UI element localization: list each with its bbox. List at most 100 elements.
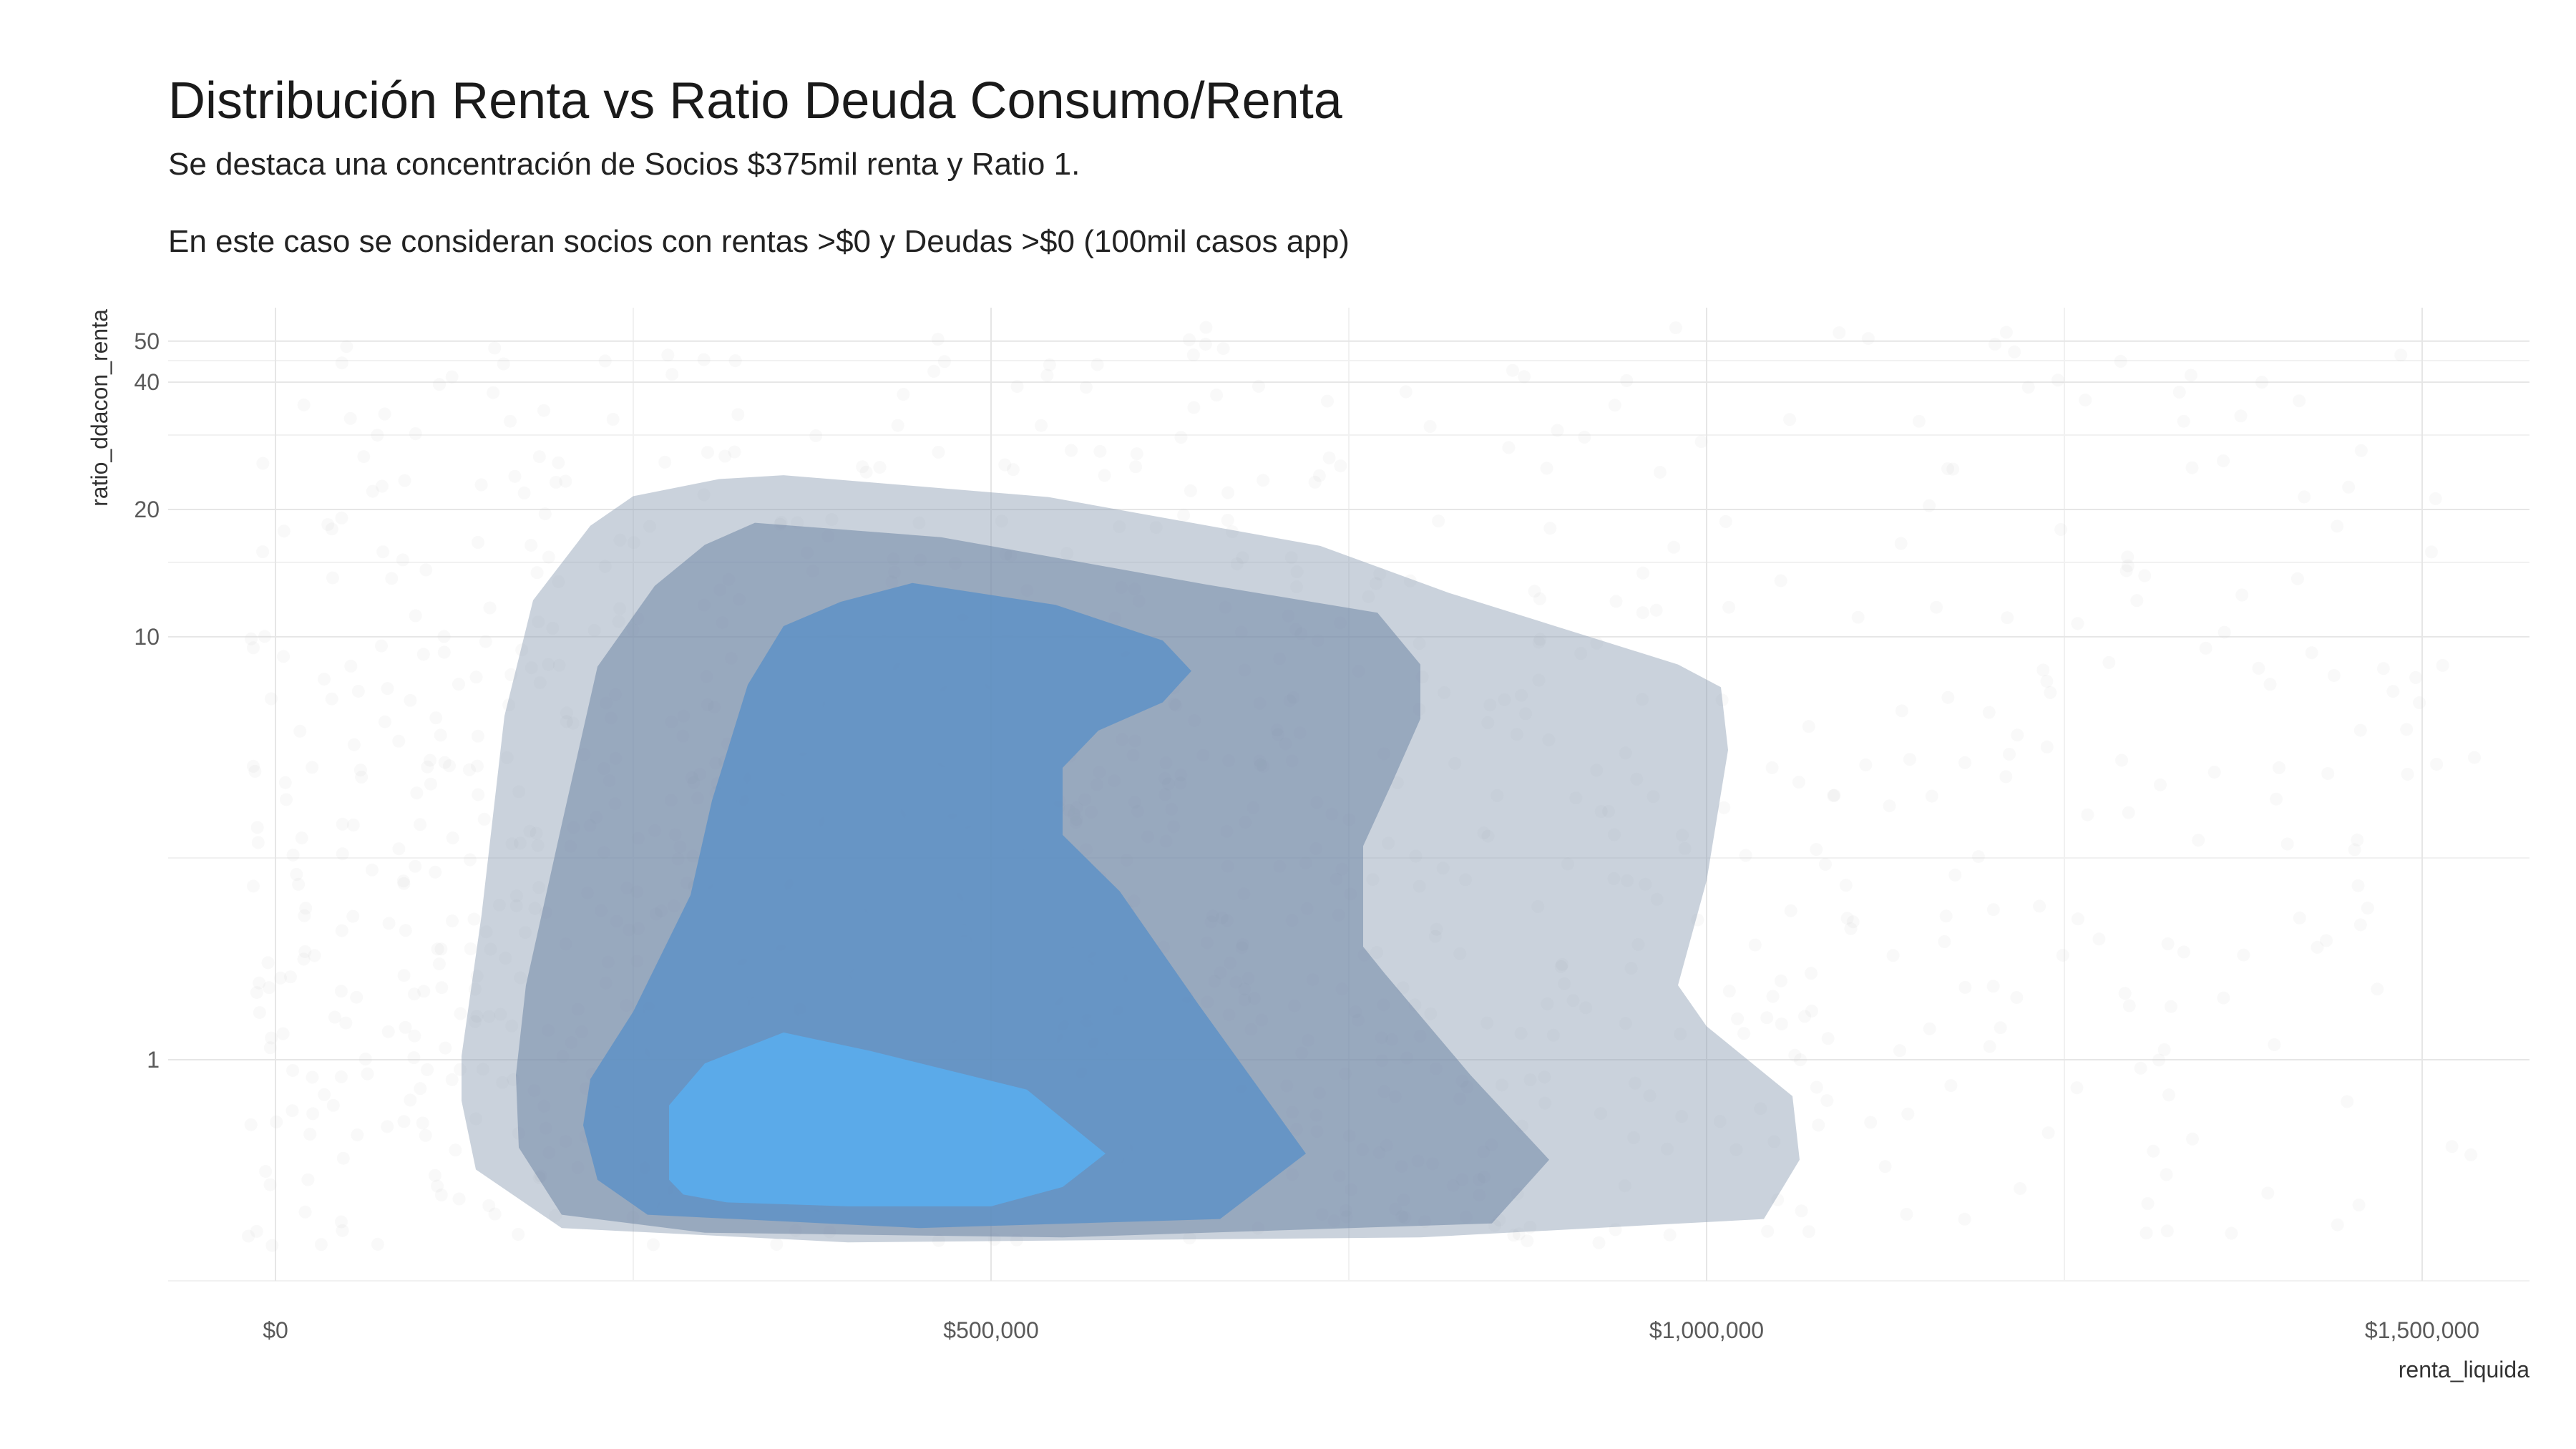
scatter-point xyxy=(1177,508,1191,522)
scatter-point xyxy=(284,970,297,984)
scatter-point xyxy=(1639,877,1652,891)
scatter-point xyxy=(530,566,544,580)
scatter-point xyxy=(2400,723,2414,736)
scatter-point xyxy=(825,513,839,526)
scatter-point xyxy=(454,1007,467,1020)
scatter-point xyxy=(1840,912,1854,925)
scatter-point xyxy=(1043,358,1056,371)
scatter-point xyxy=(484,942,497,956)
scatter-point xyxy=(263,1041,277,1055)
scatter-point xyxy=(2217,454,2230,467)
scatter-point xyxy=(297,952,311,966)
scatter-point xyxy=(1514,1027,1528,1040)
scatter-point xyxy=(2320,934,2333,947)
scatter-point xyxy=(306,761,319,774)
scatter-point xyxy=(559,474,572,488)
scatter-point xyxy=(242,1229,255,1243)
scatter-point xyxy=(421,760,434,774)
scatter-point xyxy=(1541,997,1554,1010)
scatter-point xyxy=(1396,981,1410,995)
scatter-point xyxy=(995,514,1008,528)
scatter-point xyxy=(247,641,260,655)
scatter-point xyxy=(1370,577,1383,590)
scatter-point xyxy=(1982,706,1996,719)
scatter-point xyxy=(496,1075,509,1089)
scatter-point xyxy=(1883,799,1896,813)
scatter-point xyxy=(382,917,396,930)
scatter-point xyxy=(421,1063,434,1076)
scatter-point xyxy=(1994,1021,2007,1035)
scatter-point xyxy=(658,455,672,469)
scatter-point xyxy=(2252,661,2265,675)
scatter-point xyxy=(479,635,492,648)
scatter-point xyxy=(431,1179,444,1193)
scatter-point xyxy=(1958,756,1971,769)
scatter-point xyxy=(1510,728,1523,741)
scatter-point xyxy=(1986,903,2000,917)
scatter-point xyxy=(1948,868,1962,882)
scatter-point xyxy=(487,386,500,399)
scatter-point xyxy=(770,1238,784,1251)
scatter-point xyxy=(2118,987,2132,1000)
scatter-point xyxy=(538,507,552,521)
scatter-point xyxy=(1895,704,1908,718)
scatter-point xyxy=(1590,636,1604,650)
scatter-point xyxy=(552,575,565,588)
scatter-point xyxy=(2186,1132,2199,1146)
scatter-point xyxy=(295,831,308,845)
scatter-point xyxy=(1506,364,1519,377)
scatter-point xyxy=(468,1015,482,1028)
scatter-point xyxy=(482,1010,496,1023)
scatter-point xyxy=(1851,610,1865,624)
chart-title: Distribución Renta vs Ratio Deuda Consum… xyxy=(168,72,1342,130)
scatter-point xyxy=(932,1234,945,1247)
scatter-point xyxy=(1761,1224,1775,1238)
scatter-point xyxy=(1760,1011,1774,1025)
scatter-point xyxy=(1531,900,1545,913)
scatter-point xyxy=(280,793,293,806)
scatter-point xyxy=(2114,354,2127,368)
scatter-point xyxy=(343,411,357,425)
x-tick-label: $1,500,000 xyxy=(2365,1317,2479,1343)
scatter-point xyxy=(467,912,481,926)
scatter-point xyxy=(1939,909,1953,923)
scatter-point xyxy=(1784,904,1797,917)
scatter-point xyxy=(1805,1004,1818,1018)
scatter-point xyxy=(1558,977,1571,990)
scatter-point xyxy=(2354,444,2368,457)
scatter-point xyxy=(1566,994,1580,1008)
scatter-point xyxy=(2081,808,2094,821)
scatter-point xyxy=(531,839,545,852)
scatter-point xyxy=(718,449,732,463)
scatter-point xyxy=(464,942,477,955)
scatter-point xyxy=(1971,850,1985,864)
scatter-point xyxy=(1373,567,1387,581)
scatter-point xyxy=(514,836,527,850)
scatter-point xyxy=(306,1107,320,1121)
scatter-point xyxy=(2041,1126,2055,1140)
scatter-point xyxy=(250,986,263,1000)
scatter-point xyxy=(1930,600,1943,614)
scatter-point xyxy=(256,457,270,470)
scatter-point xyxy=(1802,1225,1815,1239)
scatter-point xyxy=(1624,962,1638,975)
scatter-point xyxy=(508,469,522,483)
scatter-point xyxy=(326,571,339,585)
scatter-point xyxy=(334,985,348,998)
scatter-point xyxy=(1532,635,1546,649)
scatter-point xyxy=(2138,569,2152,582)
scatter-point xyxy=(1715,693,1729,707)
scatter-point xyxy=(1321,394,1334,408)
scatter-point xyxy=(1060,547,1074,560)
scatter-point xyxy=(1290,565,1304,579)
scatter-point xyxy=(1540,462,1553,475)
scatter-point xyxy=(550,476,562,489)
scatter-point xyxy=(397,877,411,890)
scatter-point xyxy=(2177,414,2190,428)
scatter-point xyxy=(1533,633,1547,646)
scatter-point xyxy=(1946,462,1960,476)
scatter-point xyxy=(392,842,406,856)
scatter-point xyxy=(2070,1081,2084,1095)
scatter-point xyxy=(1542,733,1556,746)
scatter-point xyxy=(1903,753,1916,766)
